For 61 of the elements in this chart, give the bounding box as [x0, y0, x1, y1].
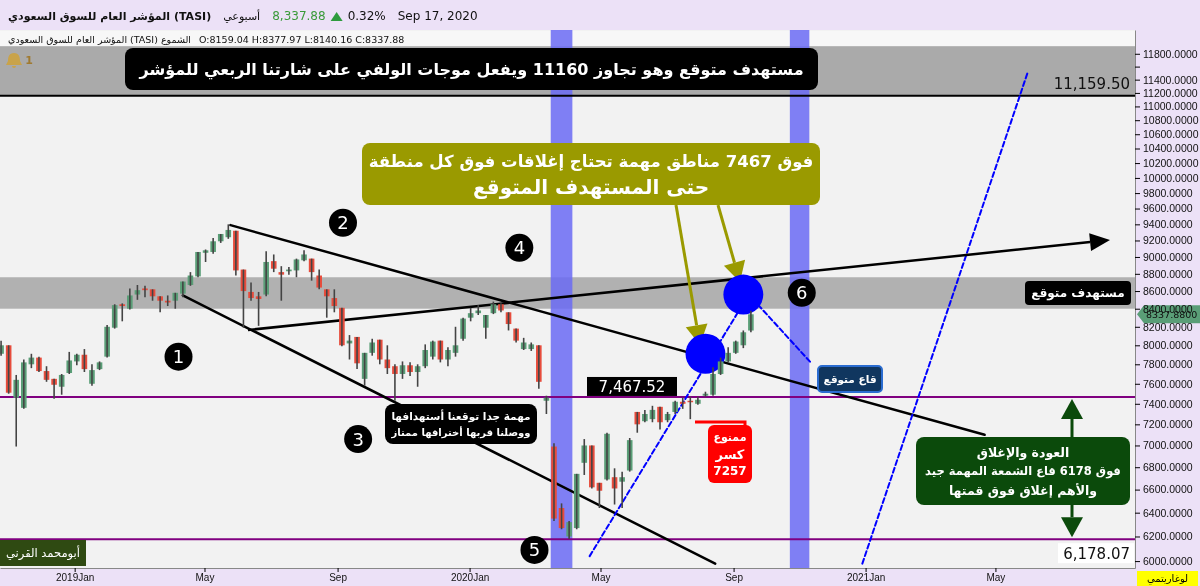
- y-tick-label: 7800.0000: [1143, 358, 1193, 371]
- y-tick-label: 11200.0000: [1143, 86, 1198, 99]
- annotation: أبومحمد القرني: [6, 545, 80, 562]
- y-tick-label: 11400.0000: [1143, 73, 1198, 86]
- text: Sep 17, 2020: [397, 9, 478, 23]
- text: لوغاريتمي: [1146, 573, 1189, 586]
- text: أسبوعي: [223, 9, 261, 23]
- annotation: O:8159.04 H:8377.97 L:8140.16 C:8337.88: [198, 34, 405, 45]
- y-tick-label: 7000.0000: [1143, 439, 1193, 452]
- y-tick-label: 9400.0000: [1143, 218, 1193, 231]
- x-tick-label: Sep: [725, 572, 744, 583]
- y-tick-label: 7600.0000: [1143, 377, 1193, 390]
- y-tick-label: 6000.0000: [1143, 554, 1193, 567]
- annotation: 2: [337, 212, 349, 234]
- x-tick-label: 2021Jan: [846, 572, 886, 583]
- y-tick-label: 7400.0000: [1143, 397, 1193, 410]
- annotation: 6: [796, 282, 808, 304]
- x-tick-label: May: [195, 572, 215, 583]
- annotation: المؤشر العام للسوق السعودي (TASI) الشموع: [8, 34, 191, 45]
- ref-line-label: 7,467.52: [598, 377, 666, 396]
- y-tick-label: 9800.0000: [1143, 186, 1193, 199]
- y-tick-label: 10000.0000: [1143, 171, 1199, 184]
- y-tick-label: 10800.0000: [1143, 114, 1199, 127]
- annotation: 4: [513, 237, 526, 259]
- y-tick-label: 10400.0000: [1143, 142, 1199, 155]
- chart-title: المؤشر العام للسوق السعودي (TASI): [8, 10, 212, 23]
- annotation: 3: [352, 428, 364, 450]
- y-tick-label: 8600.0000: [1143, 284, 1193, 297]
- x-tick-label: May: [986, 572, 1006, 583]
- y-tick-label: 10600.0000: [1143, 128, 1199, 141]
- text: 8,337.88: [272, 9, 326, 23]
- y-tick-label: 9000.0000: [1143, 250, 1193, 263]
- x-tick-label: Sep: [329, 572, 348, 583]
- x-tick-label: 2019Jan: [55, 572, 95, 583]
- y-tick-label: 8800.0000: [1143, 267, 1193, 280]
- y-tick-label: 9200.0000: [1143, 234, 1193, 247]
- x-tick-label: 2020Jan: [450, 572, 490, 583]
- x-tick-label: May: [591, 572, 611, 583]
- annotation: العودة والإغلاق فوق 6178 قاع الشمعة المهمة جيد والأهم إغلاق فوق قمتها: [925, 444, 1121, 498]
- annotation: قاع متوقع: [823, 372, 877, 386]
- ref-line-label: 11,159.50: [1053, 74, 1130, 93]
- y-tick-label: 9600.0000: [1143, 202, 1193, 215]
- y-tick-label: 6600.0000: [1143, 483, 1193, 496]
- annotation: 1: [172, 346, 185, 368]
- y-tick-label: 6800.0000: [1143, 461, 1193, 474]
- annotation: 1: [25, 54, 33, 67]
- y-tick-label: 11800.0000: [1143, 47, 1198, 60]
- annotation: 5: [528, 539, 541, 561]
- ref-line-label: 6,178.07: [1063, 545, 1130, 564]
- y-tick-label: 6400.0000: [1143, 506, 1193, 519]
- annotation: مستهدف متوقع وهو تجاوز 11160 ويفعل موجات الولفي على شارتنا الربعي للمؤشر: [138, 59, 804, 80]
- y-tick-label: 11000.0000: [1143, 100, 1198, 113]
- y-tick-label: 10200.0000: [1143, 156, 1199, 169]
- band-label: مستهدف متوقع: [1031, 286, 1125, 302]
- y-tick-label: 7200.0000: [1143, 418, 1193, 431]
- annotation: فوق 7467 مناطق مهمة تحتاج إغلاقات فوق كل منطقة حتى المستهدف المتوقع: [368, 151, 814, 200]
- text: 0.32%: [347, 9, 386, 23]
- y-tick-label: 8200.0000: [1143, 320, 1193, 333]
- y-tick-label: 6200.0000: [1143, 530, 1193, 543]
- annotation: مهمة جدا توقعنا أستهدافها ووصلنا قربها أختراقها ممتاز: [390, 408, 531, 439]
- y-tick-label: 8000.0000: [1143, 339, 1193, 352]
